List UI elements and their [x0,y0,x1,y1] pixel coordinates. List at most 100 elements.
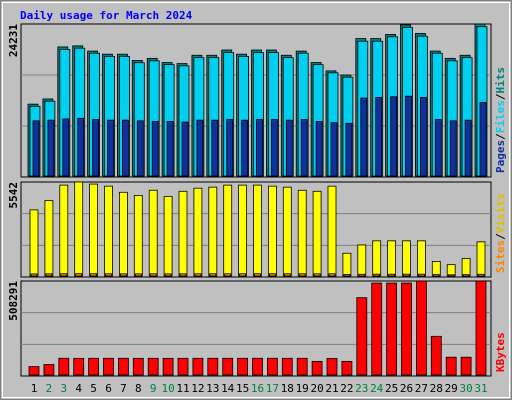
bar [211,119,219,177]
bar [59,184,69,277]
x-tick-label: 23 [355,382,368,395]
bar [166,121,174,177]
x-tick-label: 18 [281,382,294,395]
bar [432,274,440,277]
bar [151,121,159,177]
y-tick-label: 24231 [7,24,20,57]
x-tick-label: 27 [415,382,428,395]
bar [119,191,128,277]
bar [356,297,368,376]
x-tick-label: 16 [251,382,264,395]
bar [386,282,398,376]
bar [90,273,97,277]
bar [222,357,234,376]
bar [326,358,338,376]
bar [89,183,98,277]
bar [149,273,157,277]
x-tick-label: 21 [325,382,338,395]
bar [88,357,99,376]
bar [479,102,487,177]
legend-separator: / [494,133,507,140]
bar [268,273,276,277]
x-tick-label: 11 [176,382,189,395]
bar [193,187,203,277]
bar [434,119,442,177]
legend-entry: Visits [494,194,507,234]
x-tick-label: 17 [266,382,279,395]
bar [270,119,278,177]
bar [120,273,127,277]
bar [73,357,85,376]
bar [74,181,84,277]
bar [162,357,174,376]
bar [208,186,218,277]
bar [134,273,142,277]
bar [403,273,410,277]
legend: Pages/Files/Hits [494,67,507,173]
bar [461,258,471,277]
bar [224,273,232,277]
x-tick-label: 2 [46,382,53,395]
bar [327,185,337,277]
bar [300,119,308,177]
legend-entry: KBytes [494,332,507,372]
bar [401,282,412,376]
bar [238,184,248,277]
bar [431,261,441,277]
bar [147,357,159,376]
bar [372,240,382,277]
bar [209,273,217,277]
bar [163,196,173,277]
bar [105,273,112,277]
bar [358,273,366,277]
bar [179,273,187,277]
bar [118,357,129,376]
bar [371,282,383,376]
x-tick-label: 5 [90,382,97,395]
y-tick-label: 5542 [7,182,20,209]
bar [177,357,189,376]
bar [312,190,322,277]
bar [196,119,204,177]
bar [148,189,158,277]
bar [419,97,427,177]
y-tick-label: 508291 [7,281,20,321]
legend-entry: Files [494,100,507,133]
bar [330,122,338,177]
x-tick-label: 12 [191,382,204,395]
x-tick-label: 28 [430,382,443,395]
bar [375,97,383,177]
x-tick-label: 30 [459,382,472,395]
x-tick-label: 9 [150,382,157,395]
bar [298,273,306,277]
bar [285,119,293,177]
bar [416,240,426,277]
bar [387,240,397,277]
bar [315,121,323,177]
bar [460,356,472,376]
bar [30,273,38,277]
bar [283,273,291,277]
bar [415,280,427,376]
bar [266,357,278,376]
bar [29,209,39,277]
bar [43,364,55,376]
bar [341,360,353,376]
x-tick-label: 14 [221,382,235,395]
bar [237,357,249,376]
bar [342,252,352,277]
bar [430,335,442,376]
bar [92,119,99,177]
x-tick-label: 22 [340,382,353,395]
legend: Sites/Visits [494,194,507,274]
legend-entry: Pages [494,140,507,173]
bar [328,273,336,277]
bar [445,356,457,376]
bar [449,120,457,177]
bar [32,120,40,177]
x-tick-label: 15 [236,382,249,395]
bar [178,190,188,277]
bar [297,189,307,277]
bar [254,273,261,277]
